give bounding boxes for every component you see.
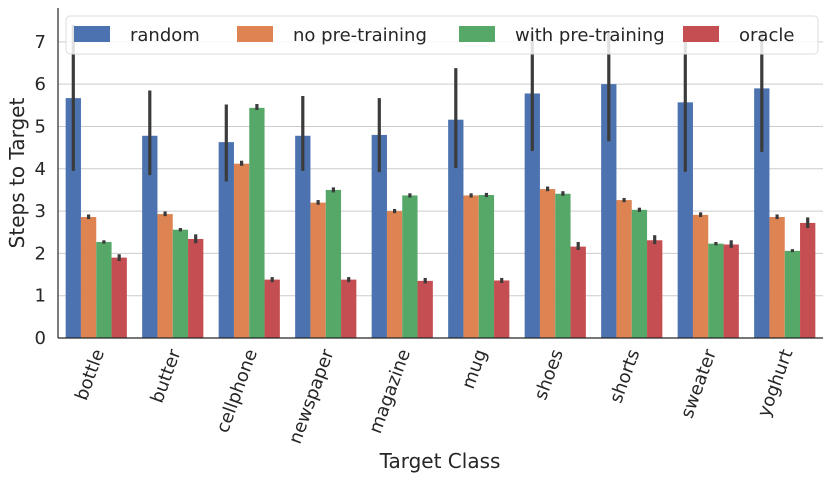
bar-shoes-random: [524, 93, 540, 338]
y-tick-labels: 0 1 2 3 4 5 6 7: [35, 32, 46, 349]
bar-shoes-oracle: [570, 246, 586, 338]
y-tick-label: 7: [35, 32, 46, 53]
y-tick-label: 3: [35, 201, 46, 222]
bar-shorts-no-pre-training: [616, 200, 632, 338]
bar-magazine-random: [371, 134, 387, 338]
legend-swatch-oracle: [683, 26, 719, 42]
bar-newspaper-with-pre-training: [325, 189, 342, 338]
x-tick-label-magazine: magazine: [365, 347, 415, 437]
x-tick-label-yoghurt: yoghurt: [754, 347, 798, 420]
x-tick-label-mug: mug: [458, 347, 492, 392]
bar-mug-random: [448, 119, 464, 338]
x-tick-label-shoes: shoes: [530, 347, 568, 403]
bar-butter-oracle: [188, 239, 204, 338]
legend-label-no-pre-training: no pre-training: [293, 25, 427, 46]
bar-mug-with-pre-training: [478, 195, 495, 338]
legend-swatch-with-pre-training: [459, 26, 495, 42]
error-bars: [71, 24, 810, 284]
legend-label-with-pre-training: with pre-training: [515, 25, 665, 46]
bar-magazine-no-pre-training: [386, 211, 403, 338]
x-tick-labels: bottle butter cellphone newspaper magazine mu…: [71, 346, 797, 447]
legend-swatch-no-pre-training: [237, 26, 273, 42]
legend-box: [65, 15, 819, 55]
bar-sweater-with-pre-training: [708, 243, 724, 338]
bar-yoghurt-no-pre-training: [769, 217, 785, 338]
y-tick-label: 5: [35, 116, 46, 137]
bar-cellphone-no-pre-training: [233, 163, 250, 338]
bar-yoghurt-with-pre-training: [784, 250, 801, 338]
x-axis-label: Target Class: [379, 449, 501, 473]
x-tick-label-butter: butter: [147, 346, 186, 406]
bar-magazine-oracle: [417, 280, 433, 338]
bar-mug-oracle: [494, 280, 510, 338]
axes: [57, 8, 823, 339]
bar-sweater-no-pre-training: [692, 214, 709, 338]
x-tick-label-newspaper: newspaper: [285, 346, 339, 447]
bar-shorts-oracle: [647, 240, 663, 338]
bar-bottle-no-pre-training: [80, 217, 97, 338]
legend: random no pre-training with pre-training or…: [65, 15, 819, 55]
bar-shoes-no-pre-training: [539, 189, 556, 338]
bar-shoes-with-pre-training: [555, 193, 571, 338]
bar-sweater-oracle: [723, 244, 739, 338]
bar-cellphone-with-pre-training: [249, 107, 265, 338]
bar-newspaper-no-pre-training: [310, 202, 326, 338]
bar-shorts-with-pre-training: [631, 209, 648, 338]
bar-yoghurt-oracle: [800, 222, 816, 338]
bar-newspaper-oracle: [341, 279, 357, 338]
bar-bottle-random: [65, 98, 81, 338]
bar-cellphone-oracle: [264, 279, 280, 338]
bar-butter-random: [142, 135, 158, 338]
y-tick-label: 1: [35, 286, 46, 307]
y-tick-label: 6: [35, 74, 46, 95]
bar-magazine-with-pre-training: [402, 195, 418, 338]
x-tick-label-shorts: shorts: [606, 347, 645, 406]
bar-mug-no-pre-training: [463, 195, 479, 338]
bar-cellphone-random: [218, 142, 234, 338]
bar-bottle-with-pre-training: [96, 241, 112, 338]
bar-sweater-random: [677, 102, 693, 338]
y-tick-label: 4: [35, 159, 46, 180]
legend-label-oracle: oracle: [739, 25, 794, 46]
legend-swatch-random: [74, 26, 110, 42]
bar-yoghurt-random: [754, 88, 770, 338]
y-axis-label: Steps to Target: [5, 98, 29, 249]
y-tick-label: 2: [35, 243, 46, 264]
x-tick-label-cellphone: cellphone: [212, 347, 262, 436]
bar-bottle-oracle: [111, 257, 127, 338]
bar-newspaper-random: [295, 135, 311, 338]
bars: [65, 84, 816, 339]
x-tick-label-bottle: bottle: [71, 347, 109, 404]
x-tick-label-sweater: sweater: [677, 346, 721, 421]
bar-butter-with-pre-training: [172, 229, 189, 338]
legend-label-random: random: [130, 25, 200, 46]
y-tick-label: 0: [35, 328, 46, 349]
bar-butter-no-pre-training: [157, 214, 173, 338]
bar-shorts-random: [601, 84, 617, 339]
